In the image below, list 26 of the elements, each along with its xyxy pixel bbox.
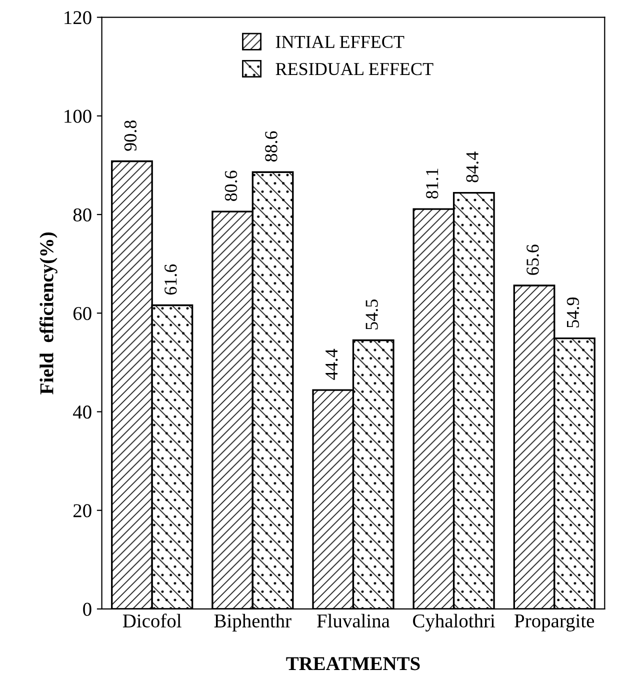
y-tick-label: 20 [73, 504, 92, 518]
y-tick-label: 0 [83, 602, 92, 616]
data-label: 88.6 [265, 131, 278, 162]
x-tick-label: Cyhalothri [413, 614, 496, 632]
x-tick-label: Propargite [514, 614, 594, 632]
data-label: 44.4 [326, 348, 338, 380]
data-label: 84.4 [466, 152, 479, 182]
legend-label: RESIDUAL EFFECT [276, 62, 434, 76]
data-label: 81.1 [426, 168, 438, 199]
data-label: 54.9 [566, 298, 580, 328]
legend-label: INTIAL EFFECT [276, 36, 404, 48]
y-axis-title: Field efficiency(%) [39, 232, 58, 394]
data-label: 61.6 [164, 264, 177, 295]
data-label: 80.6 [224, 170, 238, 202]
x-tick-label: Dicofol [122, 614, 182, 628]
data-label: 54.5 [366, 299, 378, 330]
y-tick-label: 60 [73, 306, 92, 320]
data-label: 90.8 [124, 120, 137, 151]
y-tick-label: 120 [64, 11, 92, 24]
x-tick-label: Fluvalina [317, 614, 390, 628]
y-tick-label: 80 [73, 208, 92, 222]
y-tick-label: 100 [64, 110, 92, 123]
x-tick-label: Biphenthr [214, 614, 292, 632]
y-tick-label: 40 [73, 406, 92, 419]
data-label: 65.6 [526, 244, 539, 275]
x-axis-title: TREATMENTS [286, 657, 420, 670]
